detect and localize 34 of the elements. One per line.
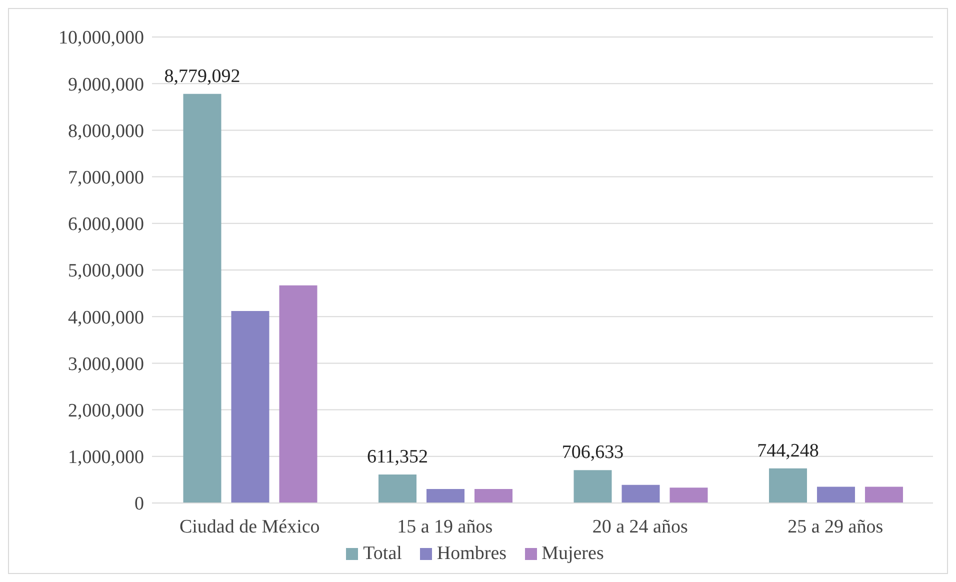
data-label: 744,248 <box>757 440 819 462</box>
x-tick-label: 20 a 24 años <box>592 516 688 538</box>
legend-label: Hombres <box>436 543 507 565</box>
bar <box>864 486 903 503</box>
data-label: 611,352 <box>366 446 428 468</box>
bar <box>816 486 855 503</box>
y-tick-label: 2,000,000 <box>68 400 144 422</box>
y-tick-label: 5,000,000 <box>68 260 144 282</box>
y-tick-label: 6,000,000 <box>68 214 144 236</box>
y-tick-label: 1,000,000 <box>68 447 144 468</box>
bar <box>768 468 807 503</box>
data-label: 8,779,092 <box>164 66 240 87</box>
bar <box>670 488 708 503</box>
bar <box>183 94 222 503</box>
bar <box>378 474 416 503</box>
legend-label: Total <box>363 543 402 565</box>
bar <box>622 484 660 503</box>
y-tick-label: 9,000,000 <box>68 74 144 96</box>
bar <box>574 470 612 503</box>
y-tick-label: 10,000,000 <box>58 28 144 49</box>
bar <box>231 311 270 503</box>
y-tick-label: 7,000,000 <box>68 168 144 189</box>
y-tick-label: 8,000,000 <box>68 120 144 142</box>
bar <box>279 285 318 503</box>
legend-label: Mujeres <box>542 543 604 565</box>
x-tick-label: 25 a 29 años <box>788 516 884 538</box>
y-tick-label: 3,000,000 <box>68 354 144 375</box>
x-tick-label: 15 a 19 años <box>397 516 493 538</box>
y-tick-label: 4,000,000 <box>68 307 144 328</box>
y-tick-label: 0 <box>134 494 144 515</box>
data-label: 706,633 <box>562 442 624 464</box>
bar <box>426 489 464 503</box>
bar <box>474 489 512 503</box>
x-tick-label: Ciudad de México <box>179 516 320 538</box>
